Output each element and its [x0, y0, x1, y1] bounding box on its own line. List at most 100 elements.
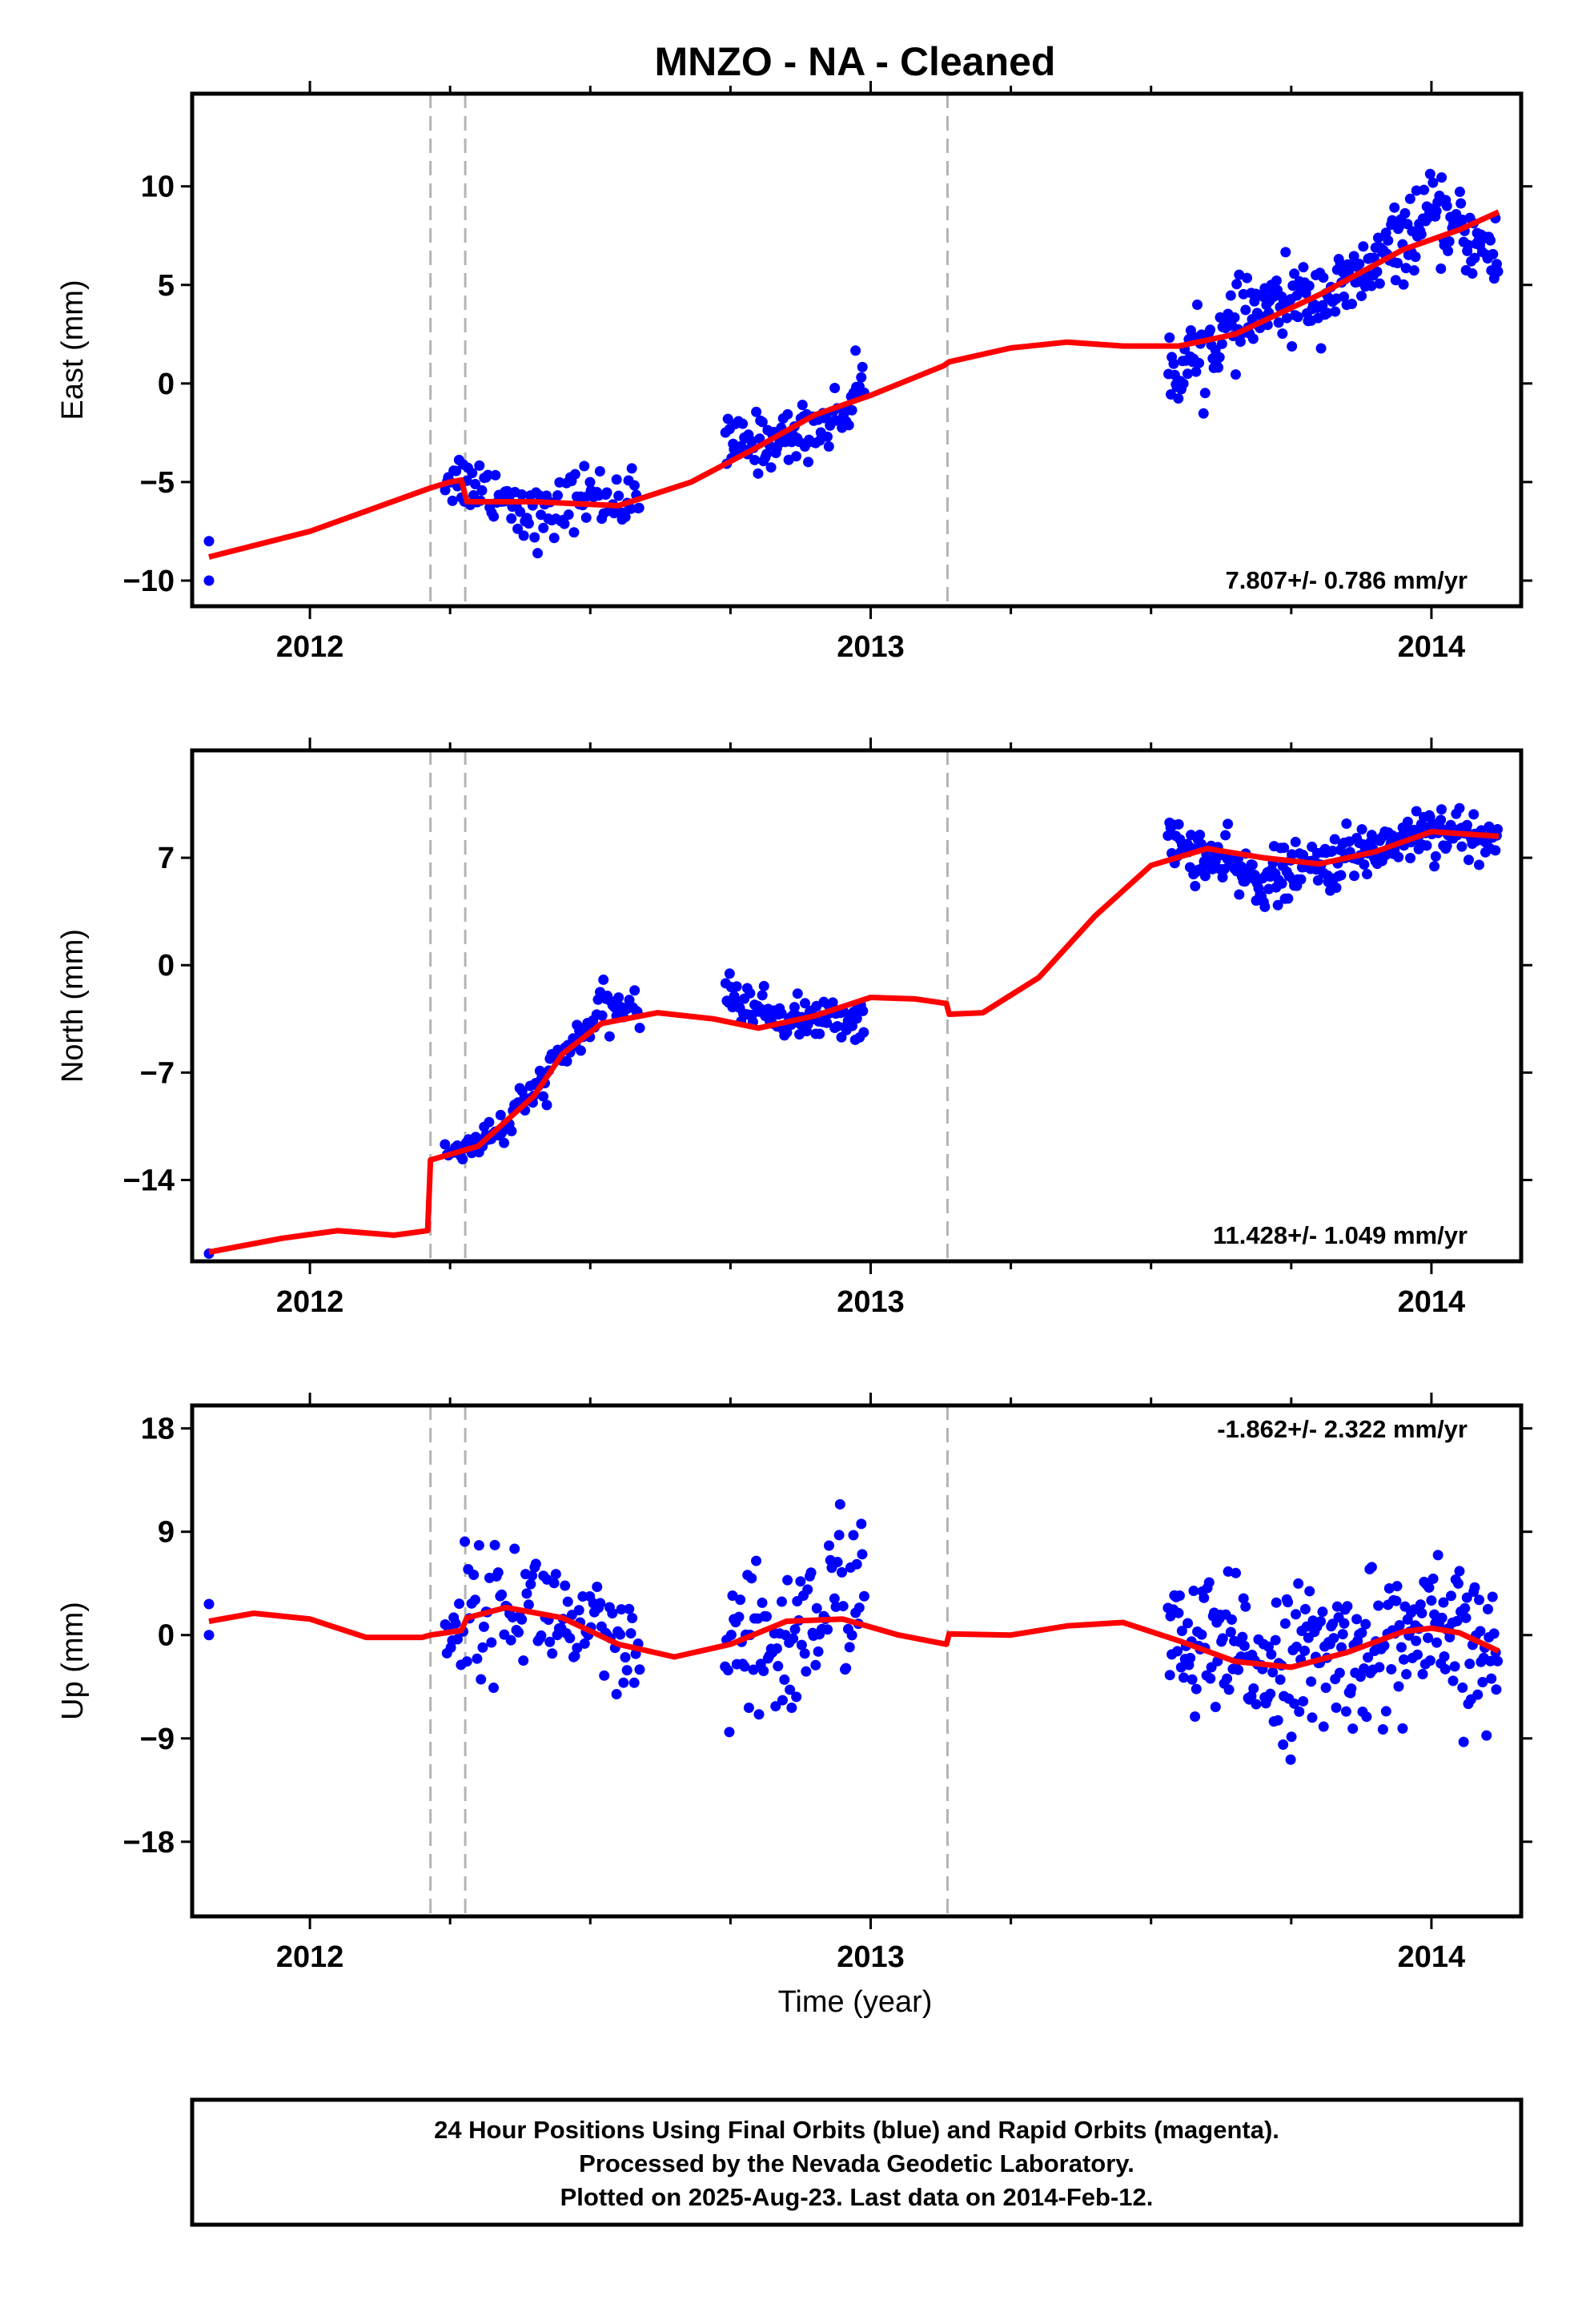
- east-data-point: [451, 465, 462, 476]
- east-data-point: [751, 406, 762, 417]
- east-data-point: [584, 476, 596, 488]
- up-data-point: [1336, 1642, 1347, 1653]
- north-y-tick-label: −7: [140, 1056, 175, 1090]
- north-data-point: [1356, 824, 1367, 835]
- up-data-point: [628, 1677, 640, 1688]
- up-data-point: [611, 1689, 622, 1700]
- up-data-point: [832, 1557, 843, 1568]
- east-data-point: [1198, 408, 1209, 419]
- up-data-point: [823, 1540, 834, 1551]
- up-data-point: [509, 1543, 520, 1554]
- east-data-point: [633, 502, 644, 513]
- up-data-point: [1426, 1595, 1437, 1606]
- east-data-point: [620, 511, 631, 522]
- east-data-point: [1199, 388, 1211, 399]
- east-data-point: [1240, 304, 1251, 316]
- east-data-point: [1488, 248, 1499, 259]
- east-data-point: [203, 536, 215, 547]
- north-data-point: [1335, 870, 1347, 881]
- up-data-point: [1351, 1614, 1363, 1625]
- east-data-point: [613, 490, 624, 501]
- up-data-point: [1398, 1654, 1409, 1665]
- north-data-point: [598, 974, 609, 985]
- north-data-point: [634, 1023, 645, 1034]
- up-data-point: [856, 1518, 867, 1530]
- east-x-tick-label: 2012: [276, 630, 344, 664]
- east-data-point: [1374, 278, 1385, 289]
- up-data-point: [550, 1569, 561, 1580]
- up-data-point: [851, 1558, 862, 1570]
- east-data-point: [1368, 252, 1379, 263]
- up-data-point: [1485, 1655, 1496, 1667]
- east-data-point: [580, 512, 592, 523]
- north-data-point: [1276, 878, 1287, 889]
- east-data-point: [203, 575, 215, 586]
- north-data-point: [847, 1020, 858, 1031]
- north-data-point: [1341, 818, 1352, 829]
- up-data-point: [618, 1677, 629, 1688]
- east-data-point: [856, 372, 867, 383]
- up-data-point: [1164, 1670, 1175, 1681]
- north-data-point: [1162, 830, 1174, 842]
- up-data-point: [1266, 1649, 1277, 1660]
- up-data-point: [203, 1630, 215, 1641]
- east-data-point: [722, 413, 733, 424]
- east-data-point: [1164, 332, 1175, 344]
- east-data-point: [1469, 252, 1480, 263]
- up-data-point: [472, 1653, 483, 1664]
- east-data-point: [1348, 251, 1359, 262]
- east-data-point: [529, 532, 540, 543]
- up-data-point: [834, 1498, 845, 1510]
- east-data-point: [1389, 202, 1400, 213]
- up-data-point: [492, 1567, 504, 1578]
- up-data-point: [1412, 1649, 1423, 1660]
- up-data-point: [795, 1576, 806, 1587]
- up-data-point: [1374, 1662, 1385, 1673]
- up-data-point: [1373, 1600, 1384, 1611]
- north-data-point: [858, 1027, 869, 1038]
- up-data-point: [837, 1566, 848, 1578]
- up-data-point: [1394, 1619, 1405, 1630]
- up-data-point: [599, 1670, 610, 1681]
- up-data-point: [788, 1633, 799, 1644]
- north-data-point: [516, 1085, 528, 1096]
- up-data-point: [1299, 1603, 1311, 1614]
- east-data-point: [1330, 306, 1341, 317]
- up-data-point: [620, 1652, 631, 1663]
- up-data-point: [848, 1530, 859, 1541]
- east-data-point: [440, 485, 451, 496]
- up-data-point: [1278, 1739, 1289, 1750]
- up-data-point: [1475, 1626, 1486, 1637]
- east-data-point: [467, 468, 478, 479]
- footer-line-3: Plotted on 2025-Aug-23. Last data on 201…: [560, 2183, 1154, 2211]
- east-y-tick-label: −10: [123, 565, 175, 598]
- up-data-point: [1306, 1676, 1317, 1687]
- up-data-point: [1461, 1592, 1472, 1603]
- north-data-point: [613, 992, 624, 1003]
- east-data-point: [843, 420, 854, 431]
- up-data-point: [1222, 1673, 1233, 1684]
- east-data-point: [1273, 317, 1284, 328]
- up-data-point: [1436, 1612, 1447, 1623]
- up-data-point: [460, 1536, 471, 1547]
- north-data-point: [1195, 829, 1206, 840]
- up-data-point: [1196, 1629, 1207, 1640]
- east-data-point: [563, 509, 574, 521]
- up-data-point: [1307, 1712, 1318, 1723]
- up-data-point: [634, 1664, 645, 1675]
- up-data-point: [1186, 1674, 1198, 1685]
- up-data-point: [1328, 1633, 1339, 1644]
- east-data-point: [1322, 308, 1333, 319]
- up-data-point: [1417, 1668, 1428, 1679]
- up-data-point: [562, 1596, 573, 1607]
- east-data-point: [594, 465, 605, 476]
- east-data-point: [1399, 207, 1411, 219]
- east-data-point: [1492, 266, 1504, 277]
- up-data-point: [1291, 1641, 1302, 1652]
- up-data-point: [569, 1651, 580, 1662]
- east-data-point: [1390, 275, 1401, 286]
- up-data-point: [833, 1530, 845, 1541]
- up-data-point: [1363, 1652, 1374, 1663]
- up-data-point: [841, 1663, 852, 1674]
- east-y-tick-label: 10: [141, 171, 175, 204]
